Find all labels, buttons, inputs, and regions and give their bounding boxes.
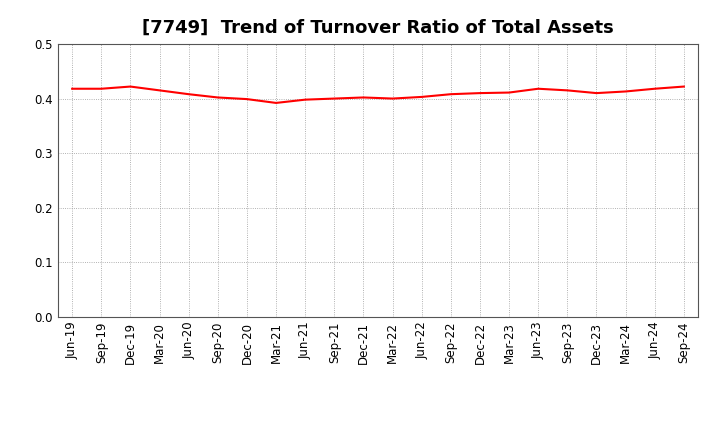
Title: [7749]  Trend of Turnover Ratio of Total Assets: [7749] Trend of Turnover Ratio of Total … — [142, 19, 614, 37]
